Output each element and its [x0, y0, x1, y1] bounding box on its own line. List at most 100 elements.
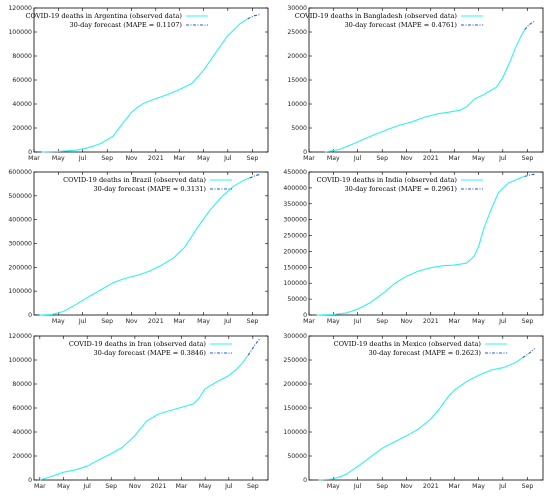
x-tick-label: Sep [105, 483, 117, 490]
x-tick-label: 2021 [151, 483, 167, 490]
y-tick-label: 5000 [291, 125, 307, 132]
x-tick-label: May [199, 483, 212, 490]
plot-frame [33, 7, 269, 153]
series-line-forecast [524, 20, 535, 30]
y-tick-label: 450000 [283, 169, 307, 176]
x-tick-label: 2021 [148, 155, 164, 162]
y-tick-label: 10000 [287, 101, 307, 108]
series-line-forecast [524, 173, 535, 177]
x-tick-label: Nov [400, 155, 412, 162]
x-tick-label: May [57, 483, 70, 490]
legend-label-forecast: 30-day forecast (MAPE = 0.1107) [69, 21, 182, 29]
y-tick-label: 0 [303, 312, 307, 319]
x-tick-label: May [472, 155, 485, 162]
y-tick-label: 80000 [12, 53, 32, 60]
x-tick-label: Mar [173, 155, 185, 162]
legend-label-observed: COVID-19 deaths in Iran (observed data) [69, 340, 207, 348]
chart-panel-5: 0 20000 40000 60000 80000 100000 120000 Mar May J… [8, 333, 269, 490]
y-tick-label: 600000 [8, 169, 32, 176]
y-tick-label: 200000 [8, 264, 32, 271]
plot-frame [308, 7, 544, 153]
x-tick-label: May [327, 318, 340, 325]
y-tick-label: 200000 [283, 381, 307, 388]
y-tick-label: 400000 [283, 185, 307, 192]
x-tick-label: 2021 [148, 318, 164, 325]
legend-label-forecast: 30-day forecast (MAPE = 0.2623) [368, 349, 481, 357]
y-tick-label: 0 [28, 477, 32, 484]
y-tick-label: 20000 [12, 125, 32, 132]
plot-frame [33, 335, 269, 481]
x-tick-label: May [197, 318, 210, 325]
x-tick-label: Nov [125, 318, 137, 325]
x-tick-label: Sep [247, 318, 259, 325]
x-tick-label: Sep [376, 155, 388, 162]
y-tick-label: 120000 [8, 5, 32, 12]
plot-frame [308, 171, 544, 316]
x-tick-label: Jul [353, 318, 362, 325]
x-tick-label: Jul [353, 483, 362, 490]
x-tick-label: May [472, 318, 485, 325]
x-tick-label: Mar [28, 155, 40, 162]
y-tick-label: 0 [303, 477, 307, 484]
y-tick-label: 100000 [283, 280, 307, 287]
x-tick-label: May [197, 155, 210, 162]
chart-panel-1: 0 20000 40000 60000 80000 100000 120000 Mar May J… [8, 5, 269, 162]
x-tick-label: Mar [303, 318, 315, 325]
y-tick-label: 300000 [283, 217, 307, 224]
y-tick-label: 300000 [8, 241, 32, 248]
x-tick-label: Nov [400, 318, 412, 325]
series-line-observed [41, 18, 248, 153]
x-tick-label: Sep [522, 155, 534, 162]
legend-label-forecast: 30-day forecast (MAPE = 0.3131) [93, 185, 206, 193]
y-tick-label: 20000 [12, 453, 32, 460]
x-tick-label: Jul [223, 155, 232, 162]
y-tick-label: 50000 [287, 296, 307, 303]
x-tick-label: May [52, 318, 65, 325]
x-tick-label: Jul [353, 155, 362, 162]
series-line-observed [316, 175, 525, 316]
y-tick-label: 350000 [283, 201, 307, 208]
x-tick-label: Jul [498, 155, 507, 162]
x-tick-label: Jul [224, 483, 233, 490]
x-tick-label: Mar [303, 155, 315, 162]
y-tick-label: 200000 [283, 248, 307, 255]
x-tick-label: Jul [498, 483, 507, 490]
y-tick-label: 150000 [283, 405, 307, 412]
y-tick-label: 100000 [283, 429, 307, 436]
y-tick-label: 20000 [287, 53, 307, 60]
x-tick-label: Sep [247, 155, 259, 162]
chart-panel-3: 0 100000 200000 300000 400000 500000 600000 May… [8, 169, 269, 325]
x-tick-label: Sep [101, 155, 113, 162]
y-tick-label: 15000 [287, 77, 307, 84]
y-tick-label: 60000 [12, 405, 32, 412]
x-tick-label: Sep [522, 318, 534, 325]
x-tick-label: May [52, 155, 65, 162]
x-tick-label: Jul [82, 483, 91, 490]
x-tick-label: Nov [400, 483, 412, 490]
series-line-observed [318, 357, 524, 481]
y-tick-label: 40000 [12, 101, 32, 108]
x-tick-label: 2021 [423, 155, 439, 162]
y-tick-label: 80000 [12, 381, 32, 388]
x-tick-label: May [472, 483, 485, 490]
legend-label-observed: COVID-19 deaths in Bangladesh (observed … [295, 12, 458, 20]
x-tick-label: Sep [522, 483, 534, 490]
series-line-forecast [247, 338, 261, 356]
x-tick-label: Jul [78, 155, 87, 162]
chart-panel-6: 0 50000 100000 150000 200000 250000 300000 May J… [283, 333, 544, 490]
x-tick-label: May [327, 483, 340, 490]
legend-label-observed: COVID-19 deaths in Brazil (observed data… [63, 176, 206, 184]
y-tick-label: 100000 [8, 29, 32, 36]
x-tick-label: Jul [78, 318, 87, 325]
y-tick-label: 120000 [8, 333, 32, 340]
series-line-forecast [247, 14, 260, 20]
y-tick-label: 0 [28, 149, 32, 156]
y-tick-label: 30000 [287, 5, 307, 12]
y-tick-label: 500000 [8, 193, 32, 200]
x-tick-label: Mar [448, 318, 460, 325]
legend-label-observed: COVID-19 deaths in Argentina (observed d… [26, 12, 183, 20]
x-tick-label: Nov [129, 483, 141, 490]
y-tick-label: 250000 [283, 233, 307, 240]
y-tick-label: 100000 [8, 357, 32, 364]
